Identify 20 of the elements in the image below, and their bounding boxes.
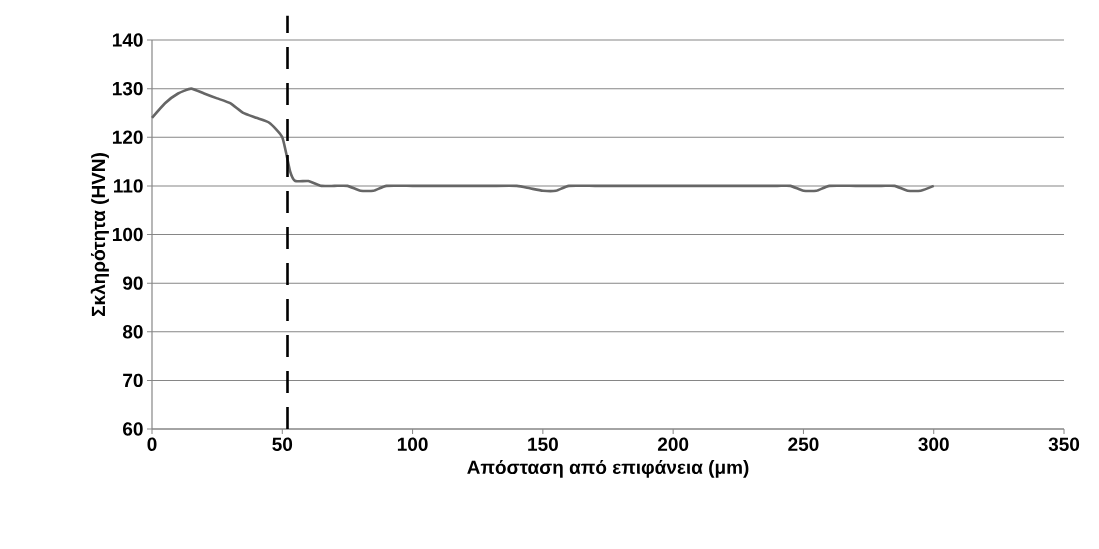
x-tick-label: 0 — [147, 437, 157, 451]
x-tick-label: 300 — [918, 437, 949, 452]
x-tick-label: 100 — [397, 437, 428, 451]
x-tick-label: 150 — [528, 437, 558, 451]
y-tick-label: 110 — [114, 179, 143, 193]
y-tick-label: 140 — [112, 33, 143, 47]
y-tick-label: 90 — [122, 276, 143, 290]
y-tick-label: 60 — [123, 422, 143, 436]
y-tick-label: 100 — [112, 227, 143, 242]
x-axis-title: Απόσταση από επιφάνεια (μm) — [467, 459, 749, 478]
x-tick-label: 350 — [1048, 437, 1080, 452]
y-tick-label: 70 — [123, 373, 143, 388]
x-tick-label: 250 — [788, 437, 819, 451]
y-axis-title: Σκληρότητα (HVN) — [90, 153, 109, 317]
y-tick-label: 80 — [122, 325, 143, 339]
x-tick-label: 200 — [657, 437, 689, 451]
y-tick-label: 120 — [112, 130, 143, 144]
line-series — [150, 87, 936, 193]
x-tick-label: 50 — [272, 437, 293, 451]
y-tick-label: 130 — [112, 81, 143, 96]
